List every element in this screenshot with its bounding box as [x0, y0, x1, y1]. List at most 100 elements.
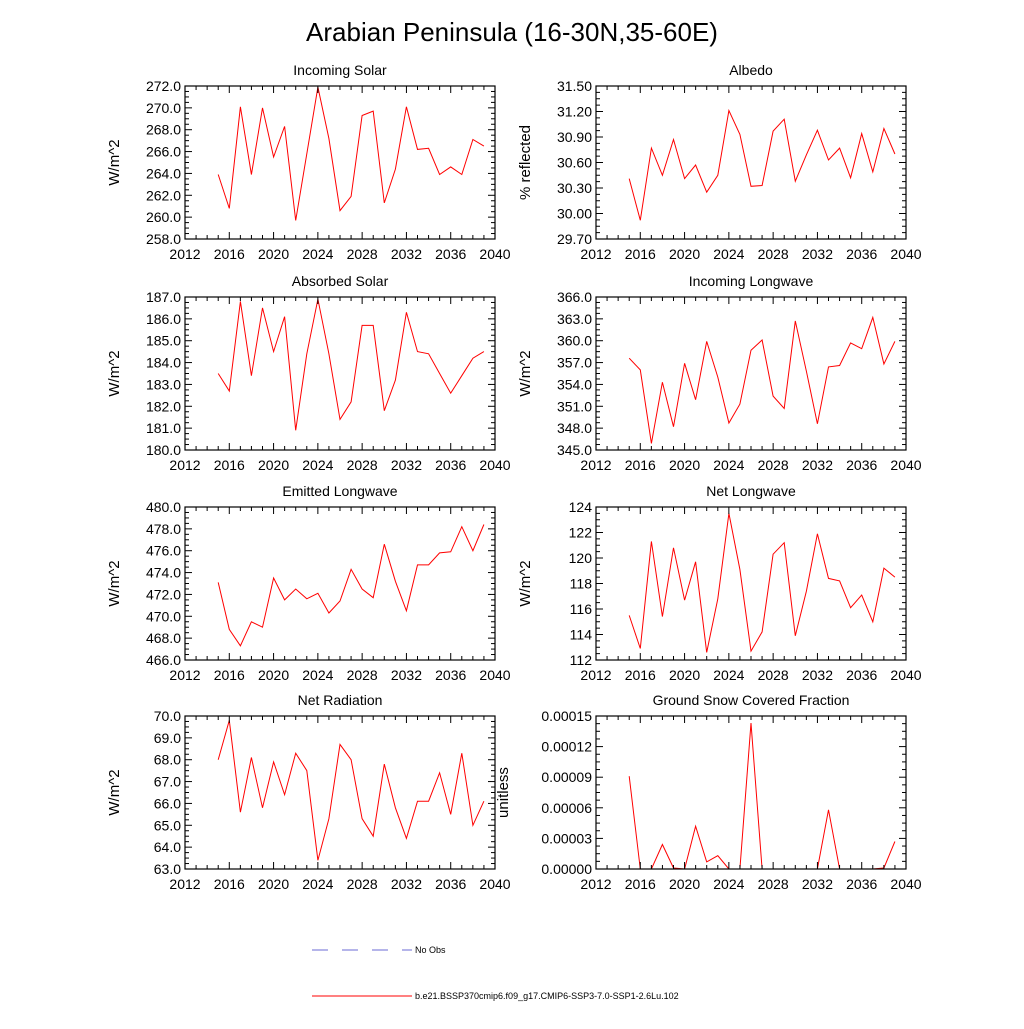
y-tick-label: 124 — [569, 499, 593, 515]
x-tick-label: 2024 — [302, 876, 333, 892]
y-tick-label: 31.20 — [557, 104, 592, 120]
y-tick-label: 180.0 — [146, 442, 181, 458]
y-tick-label: 65.0 — [154, 817, 181, 833]
legend: No Obs b.e21.BSSP370cmip6.f09_g17.CMIP6-S… — [312, 945, 679, 1001]
y-tick-label: 122 — [569, 525, 593, 541]
series-line — [628, 108, 896, 221]
x-tick-label: 2016 — [625, 876, 656, 892]
panel-6: 2012 2016 2020 2024 2028 2032 2036 2040 63.0 64.0… — [106, 692, 511, 892]
plot-frame — [595, 715, 907, 870]
y-axis-label: unitless — [495, 767, 512, 818]
x-tick-label: 2012 — [580, 876, 611, 892]
y-tick-label: 70.0 — [154, 708, 181, 724]
y-tick-label: 266.0 — [146, 144, 181, 160]
x-tick-label: 2028 — [347, 876, 378, 892]
y-tick-label: 120 — [569, 550, 593, 566]
x-tick-label: 2016 — [214, 246, 245, 262]
y-tick-label: 478.0 — [146, 521, 181, 537]
x-tick-label: 2040 — [479, 667, 510, 683]
panel-7: 2012 2016 2020 2024 2028 2032 2036 2040 0.00000 0… — [495, 692, 922, 892]
panel-title: Emitted Longwave — [282, 483, 397, 499]
x-tick-label: 2016 — [625, 667, 656, 683]
y-tick-label: 468.0 — [146, 630, 181, 646]
plot-frame — [184, 85, 496, 240]
y-tick-label: 0.00000 — [541, 861, 592, 877]
y-axis-label: W/m^2 — [517, 350, 534, 396]
panel-title: Net Radiation — [298, 692, 383, 708]
y-tick-label: 262.0 — [146, 187, 181, 203]
x-tick-label: 2020 — [669, 246, 700, 262]
x-tick-label: 2020 — [258, 246, 289, 262]
x-tick-label: 2032 — [391, 667, 422, 683]
x-tick-label: 2012 — [169, 457, 200, 473]
x-tick-label: 2020 — [669, 667, 700, 683]
y-tick-label: 66.0 — [154, 795, 181, 811]
x-tick-label: 2032 — [802, 667, 833, 683]
x-tick-label: 2020 — [669, 876, 700, 892]
x-tick-label: 2040 — [479, 876, 510, 892]
y-tick-label: 0.00003 — [541, 830, 592, 846]
series-line — [217, 86, 485, 221]
legend-label: No Obs — [415, 945, 446, 955]
y-axis-label: W/m^2 — [106, 139, 123, 185]
y-tick-label: 63.0 — [154, 861, 181, 877]
series-line — [628, 723, 896, 870]
y-tick-label: 264.0 — [146, 165, 181, 181]
panel-title: Ground Snow Covered Fraction — [653, 692, 850, 708]
y-tick-label: 268.0 — [146, 122, 181, 138]
x-tick-label: 2036 — [846, 246, 877, 262]
x-tick-label: 2032 — [802, 246, 833, 262]
panels: 2012 2016 2020 2024 2028 2032 2036 2040 258.0 260… — [106, 62, 922, 892]
x-tick-label: 2032 — [802, 876, 833, 892]
y-tick-label: 31.50 — [557, 78, 592, 94]
x-tick-label: 2012 — [169, 876, 200, 892]
y-axis-label: W/m^2 — [517, 560, 534, 606]
panel-title: Net Longwave — [706, 483, 796, 499]
x-tick-label: 2016 — [625, 246, 656, 262]
x-tick-label: 2036 — [435, 246, 466, 262]
panel-2: 2012 2016 2020 2024 2028 2032 2036 2040 180.0 181… — [106, 273, 511, 473]
legend-item: b.e21.BSSP370cmip6.f09_g17.CMIP6-SSP3-7.… — [312, 991, 679, 1001]
y-tick-label: 466.0 — [146, 652, 181, 668]
x-tick-label: 2036 — [435, 667, 466, 683]
y-tick-label: 30.00 — [557, 206, 592, 222]
x-tick-label: 2028 — [347, 667, 378, 683]
y-tick-label: 472.0 — [146, 586, 181, 602]
y-tick-label: 116 — [570, 601, 593, 617]
x-tick-label: 2024 — [302, 246, 333, 262]
x-tick-label: 2024 — [713, 667, 744, 683]
x-tick-label: 2016 — [214, 457, 245, 473]
y-tick-label: 29.70 — [557, 231, 592, 247]
plot-frame — [595, 506, 907, 661]
x-tick-label: 2024 — [302, 457, 333, 473]
x-tick-label: 2032 — [391, 457, 422, 473]
y-tick-label: 67.0 — [154, 774, 181, 790]
series-line — [628, 315, 896, 444]
panel-title: Incoming Solar — [293, 62, 387, 78]
x-tick-label: 2020 — [258, 667, 289, 683]
x-tick-label: 2028 — [347, 246, 378, 262]
legend-item: No Obs — [312, 945, 446, 955]
y-tick-label: 114 — [570, 627, 593, 643]
y-tick-label: 64.0 — [154, 839, 181, 855]
y-tick-label: 348.0 — [557, 420, 592, 436]
y-tick-label: 118 — [570, 576, 593, 592]
x-tick-label: 2024 — [713, 876, 744, 892]
x-tick-label: 2040 — [890, 457, 921, 473]
y-tick-label: 272.0 — [146, 78, 181, 94]
x-tick-label: 2032 — [802, 457, 833, 473]
y-tick-label: 183.0 — [146, 376, 181, 392]
y-tick-label: 470.0 — [146, 608, 181, 624]
x-tick-label: 2036 — [846, 667, 877, 683]
x-tick-label: 2028 — [758, 457, 789, 473]
y-tick-label: 474.0 — [146, 565, 181, 581]
y-tick-label: 258.0 — [146, 231, 181, 247]
y-tick-label: 354.0 — [557, 376, 592, 392]
y-axis-label: W/m^2 — [106, 769, 123, 815]
y-tick-label: 68.0 — [154, 752, 181, 768]
x-tick-label: 2036 — [846, 876, 877, 892]
plot-frame — [595, 85, 907, 240]
series-line — [628, 513, 896, 653]
